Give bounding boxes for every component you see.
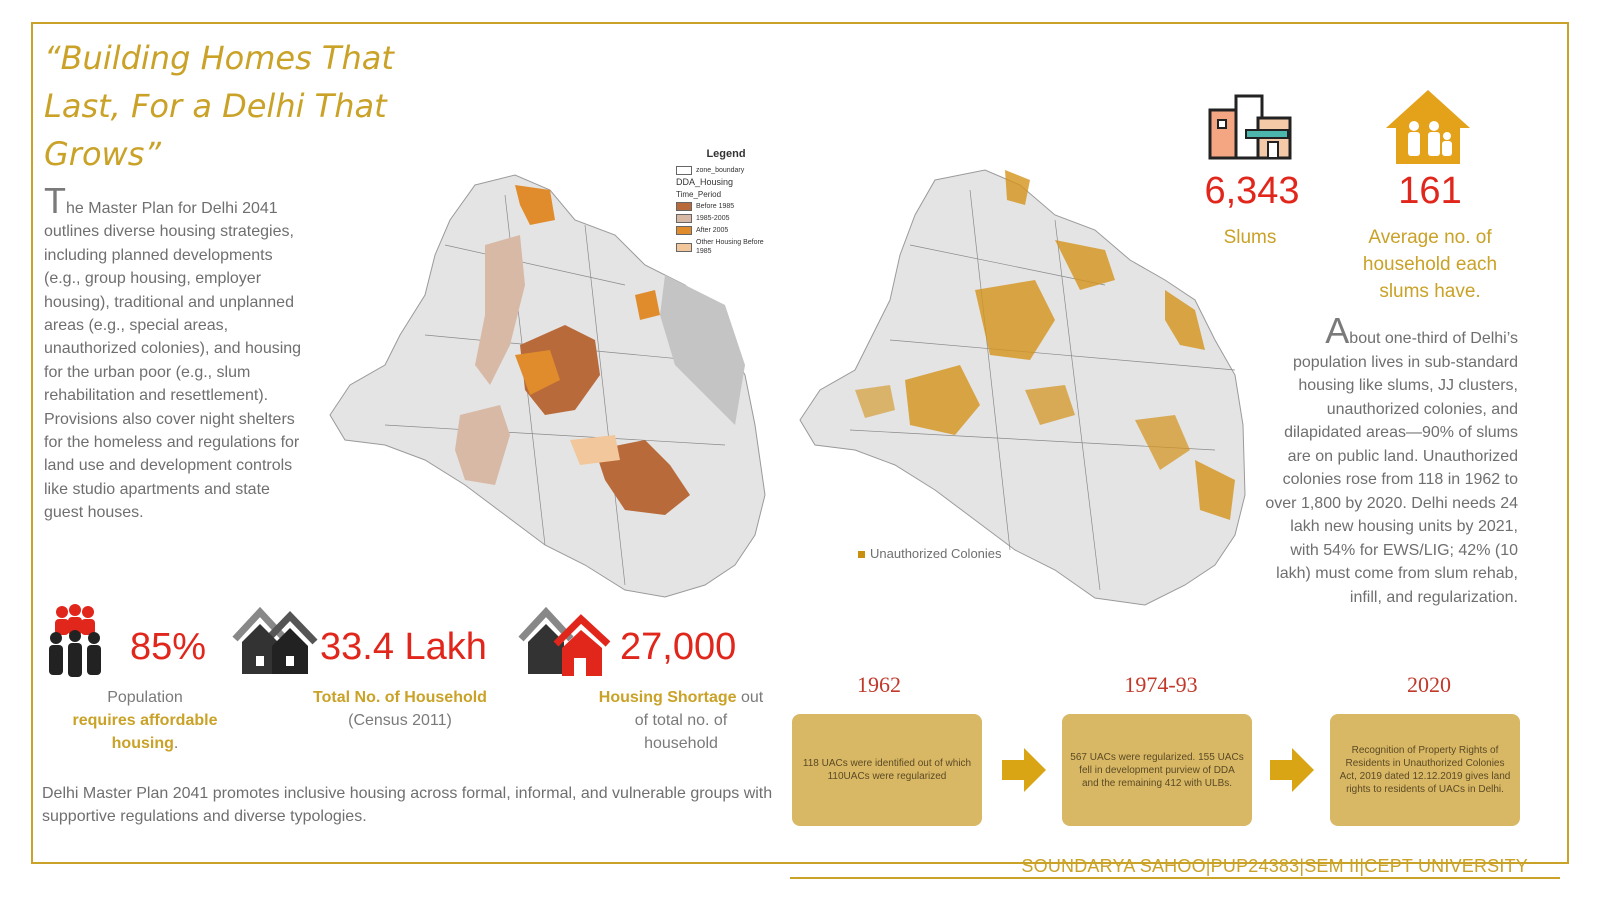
stat-caption-bold: requires affordable housing (72, 712, 218, 752)
stat-value-shortage: 27,000 (620, 626, 737, 668)
legend-item-label: After 2005 (696, 227, 729, 234)
footer-rule (790, 877, 1560, 879)
arrow-right-icon (1002, 748, 1046, 792)
stat-caption-shortage: Housing Shortage out of total no. of hou… (596, 686, 766, 755)
intro-first-line: he Master Plan for Delhi 2041 (66, 200, 278, 217)
housing-shortage-icon (518, 606, 611, 676)
legend-zone-swatch (676, 166, 692, 175)
stat-caption-pre: Population (107, 689, 183, 706)
unauthorized-colonies-map (799, 169, 1246, 606)
summary-text: Delhi Master Plan 2041 promotes inclusiv… (42, 785, 773, 825)
people-group-icon (49, 604, 101, 677)
legend-item: After 2005 (676, 226, 776, 235)
stat-value-affordable: 85% (130, 626, 207, 668)
uac-legend: Unauthorized Colonies (858, 546, 1002, 561)
legend-zone-label: zone_boundary (696, 167, 745, 174)
stat-caption-bold: Housing Shortage (598, 689, 737, 706)
legend-item-label: Other Housing Before 1985 (696, 239, 764, 255)
stat-caption-post: . (173, 735, 179, 752)
map-legend: Legend zone_boundary DDA_Housing Time_Pe… (676, 148, 776, 259)
dda-housing-map (329, 174, 766, 598)
legend-layer: DDA_Housing (676, 177, 734, 187)
houses-icon (232, 606, 318, 674)
stat-caption-bold: Total No. of Household (313, 689, 487, 706)
uac-legend-label: Unauthorized Colonies (870, 546, 1002, 561)
legend-swatch (676, 226, 692, 235)
slums-caption: Slums (1223, 227, 1277, 248)
slums-count: 6,343 (1204, 170, 1300, 212)
legend-item: 1985-2005 (676, 214, 776, 223)
intro-dropcap: T (44, 180, 66, 221)
poster-title: “Building Homes That Last, For a Delhi T… (44, 39, 394, 173)
legend-item: Before 1985 (676, 202, 776, 211)
stat-caption-post: out of total no. of household (634, 689, 764, 752)
households-per-slum: 161 (1398, 170, 1462, 212)
stat-caption-post: (Census 2011) (348, 712, 452, 729)
right-body: bout one-third of Delhi’s population liv… (1265, 330, 1518, 606)
stat-value-households: 33.4 Lakh (320, 626, 487, 668)
timeline-box: 567 UACs were regularized. 155 UACs fell… (1062, 714, 1252, 826)
legend-swatch (676, 214, 692, 223)
legend-item: Other Housing Before 1985 (676, 238, 776, 256)
right-paragraph: About one-third of Delhi’s population li… (1262, 313, 1518, 609)
timeline-year: 2020 (1407, 672, 1451, 697)
timeline-year: 1974-93 (1124, 672, 1198, 697)
stat-caption-households: Total No. of Household (Census 2011) (300, 686, 500, 732)
timeline-box: Recognition of Property Rights of Reside… (1330, 714, 1520, 826)
intro-body: outlines diverse housing strategies, inc… (44, 223, 302, 522)
legend-zone-boundary: zone_boundary (676, 166, 776, 175)
legend-title: Legend (706, 148, 746, 160)
author-footer: SOUNDARYA SAHOO|PUP24383|SEM II|CEPT UNI… (1021, 856, 1528, 876)
poster-frame (31, 22, 1569, 864)
stat-caption-affordable: Population requires affordable housing. (60, 686, 230, 755)
legend-field: Time_Period (676, 190, 722, 199)
arrow-right-icon (1270, 748, 1314, 792)
legend-swatch (676, 202, 692, 211)
right-dropcap: A (1325, 310, 1350, 351)
legend-item-label: Before 1985 (696, 203, 735, 210)
slum-icon (1208, 94, 1292, 160)
households-caption: Average no. of household each slums have… (1362, 227, 1498, 302)
family-house-icon (1386, 90, 1470, 164)
timeline-year: 1962 (857, 672, 901, 697)
intro-paragraph: The Master Plan for Delhi 2041 outlines … (44, 183, 306, 525)
timeline-box: 118 UACs were identified out of which 11… (792, 714, 982, 826)
legend-swatch (676, 242, 692, 252)
uac-swatch (858, 551, 865, 558)
legend-item-label: 1985-2005 (696, 215, 730, 222)
